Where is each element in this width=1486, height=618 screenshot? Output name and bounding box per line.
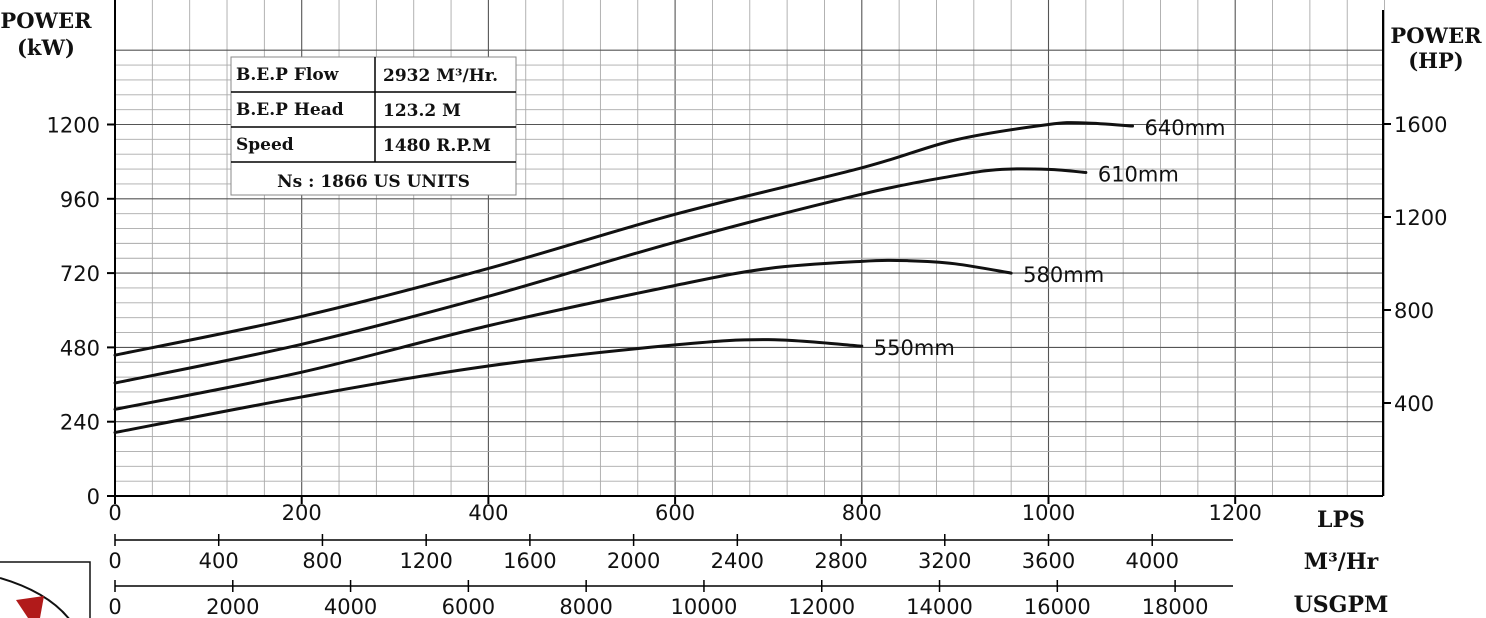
y-left-tick-label: 480: [60, 336, 100, 360]
table-bg: [230, 56, 517, 196]
table-value: 123.2 M: [383, 101, 461, 121]
x-tick-label: 200: [282, 501, 322, 525]
x-tick-label: 1200: [1208, 501, 1261, 525]
x-tick-label: 3200: [918, 549, 971, 573]
curve-label-580mm: 580mm: [1023, 263, 1104, 287]
y-right-unit: (HP): [1408, 48, 1464, 73]
logo-arc: [0, 577, 70, 618]
y-left-title: POWER: [0, 8, 92, 33]
x-tick-label: 16000: [1024, 595, 1091, 618]
curve-640mm: [113, 121, 1135, 357]
table-value: 1480 R.P.M: [383, 136, 491, 156]
x-tick-label: 0: [108, 501, 121, 525]
x-tick-label: 2400: [711, 549, 764, 573]
labels: 0240480720960120040080012001600POWER(kW)…: [0, 8, 1482, 618]
x-tick-label: 1600: [503, 549, 556, 573]
curve-label-640mm: 640mm: [1145, 116, 1226, 140]
x-tick-label: 400: [468, 501, 508, 525]
y-left-tick-label: 0: [87, 485, 100, 509]
y-right-tick-label: 800: [1394, 299, 1434, 323]
y-left-tick-label: 960: [60, 188, 100, 212]
table-footer: Ns : 1866 US UNITS: [277, 172, 470, 192]
x-unit-label: LPS: [1317, 507, 1365, 533]
curve-610mm: [113, 167, 1088, 385]
x-tick-label: 14000: [906, 595, 973, 618]
table-label: Speed: [236, 135, 294, 155]
x-tick-label: 800: [842, 501, 882, 525]
x-tick-label: 2000: [206, 595, 259, 618]
x-tick-label: 2000: [607, 549, 660, 573]
y-left-tick-label: 240: [60, 411, 100, 435]
x-unit-label: USGPM: [1294, 592, 1389, 618]
curves: [113, 121, 1135, 435]
x-tick-label: 4000: [1125, 549, 1178, 573]
x-tick-label: 400: [199, 549, 239, 573]
logo-red-mark: [16, 596, 44, 618]
y-right-tick-label: 1200: [1394, 206, 1447, 230]
table-value: 2932 M³/Hr.: [383, 66, 498, 86]
table-label: B.E.P Flow: [236, 65, 339, 85]
y-right-title: POWER: [1390, 23, 1482, 48]
x-tick-label: 4000: [324, 595, 377, 618]
y-left-tick-label: 720: [60, 262, 100, 286]
x-tick-label: 1000: [1022, 501, 1075, 525]
table-label: B.E.P Head: [236, 100, 344, 120]
logo-frame: [0, 561, 91, 618]
x-tick-label: 600: [655, 501, 695, 525]
x-tick-label: 10000: [671, 595, 738, 618]
curve-label-550mm: 550mm: [874, 336, 955, 360]
x-tick-label: 2800: [814, 549, 867, 573]
x-tick-label: 800: [302, 549, 342, 573]
curve-550mm: [113, 338, 864, 435]
y-right-tick-label: 1600: [1394, 113, 1447, 137]
x-tick-label: 0: [108, 595, 121, 618]
x-tick-label: 1200: [399, 549, 452, 573]
curve-label-610mm: 610mm: [1098, 162, 1179, 186]
x-tick-label: 18000: [1142, 595, 1209, 618]
y-right-tick-label: 400: [1394, 392, 1434, 416]
curve-580mm: [113, 258, 1013, 411]
company-logo: [0, 561, 91, 618]
x-tick-label: 0: [108, 549, 121, 573]
x-tick-label: 12000: [788, 595, 855, 618]
x-unit-label: M³/Hr: [1304, 549, 1379, 575]
axes: [107, 0, 1391, 592]
y-left-tick-label: 1200: [47, 114, 100, 138]
x-tick-label: 8000: [559, 595, 612, 618]
x-tick-label: 6000: [442, 595, 495, 618]
y-left-unit: (kW): [17, 35, 75, 60]
x-tick-label: 3600: [1022, 549, 1075, 573]
bep-table: B.E.P Flow 2932 M³/Hr. B.E.P Head 123.2 M Sp…: [230, 56, 517, 196]
